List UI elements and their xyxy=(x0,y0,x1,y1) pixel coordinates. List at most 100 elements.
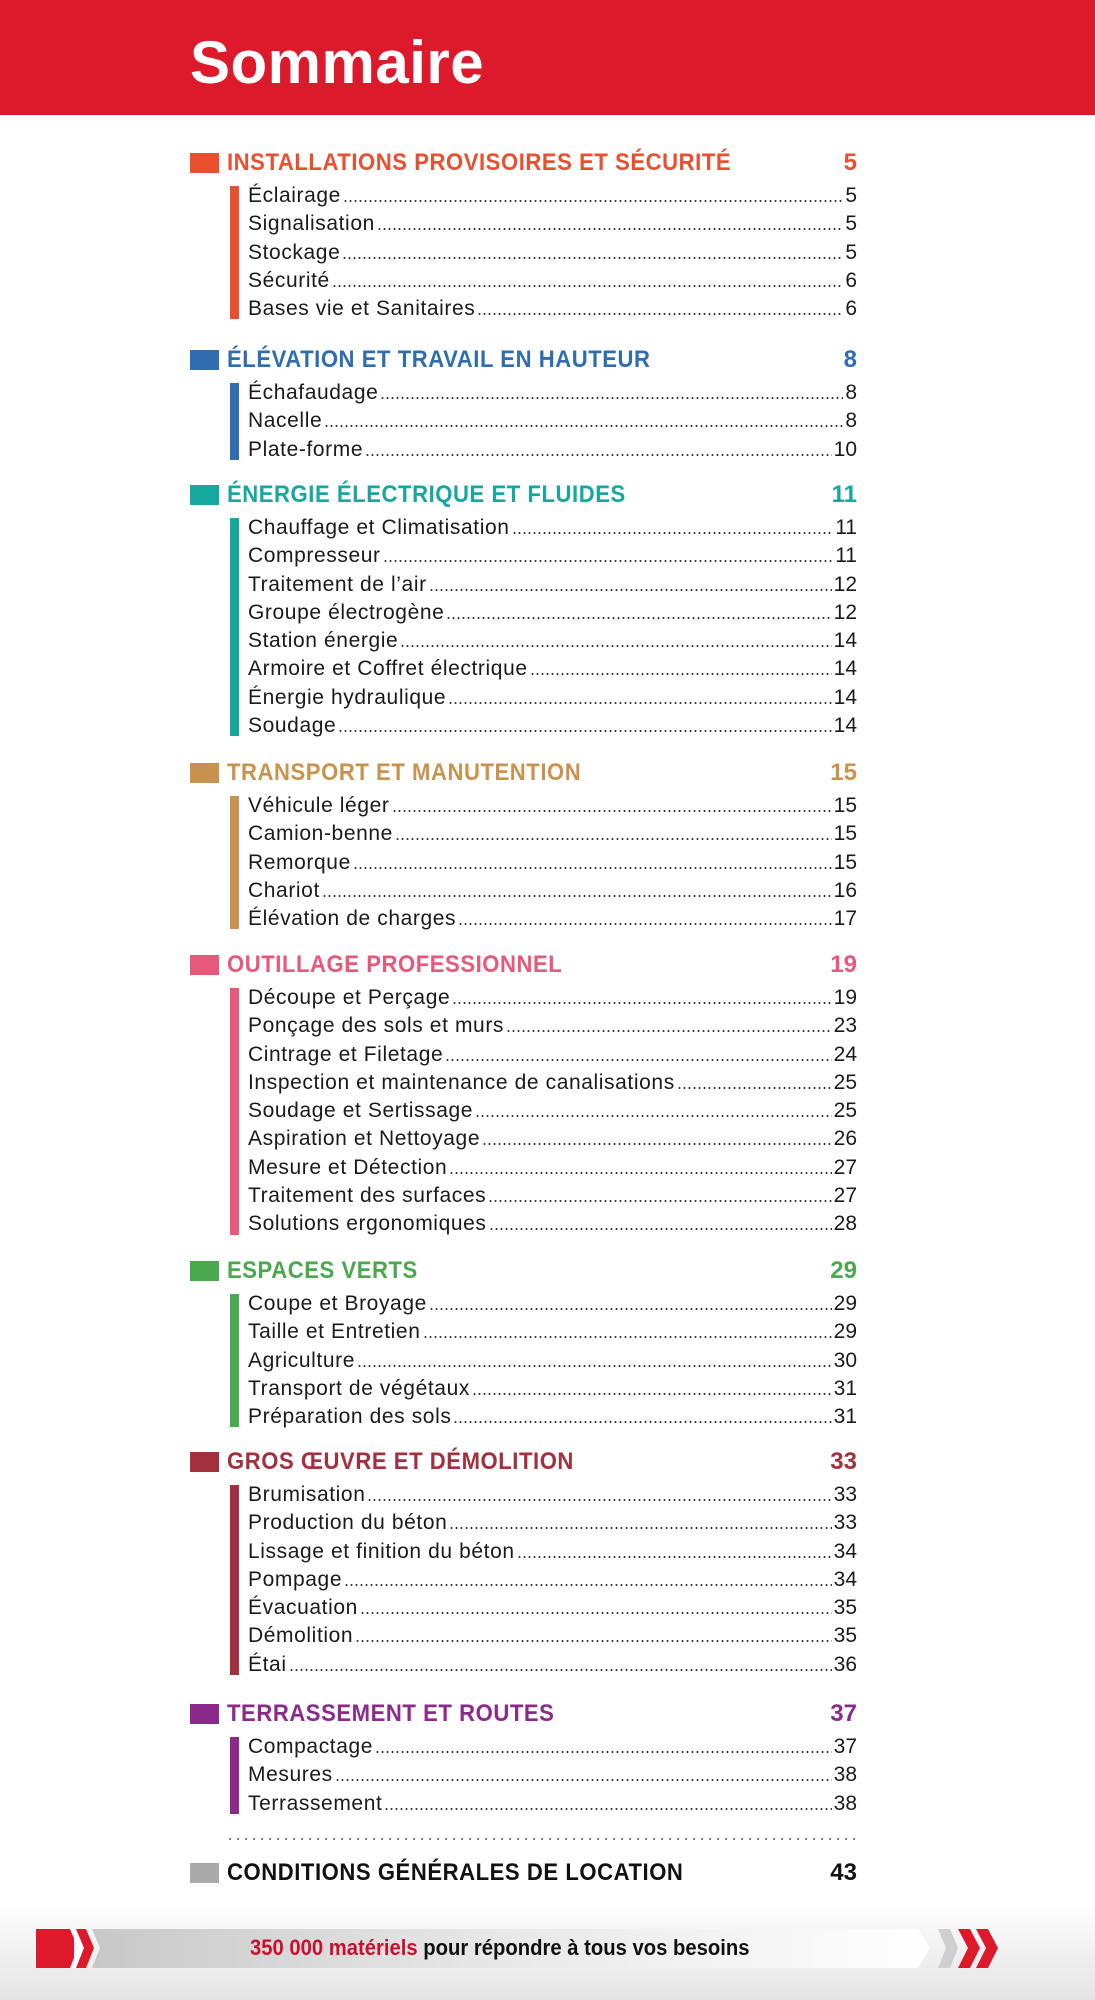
toc-entry[interactable]: Élévation de charges 17 xyxy=(248,905,857,933)
dot-leader xyxy=(344,1583,832,1586)
section-header[interactable]: CONDITIONS GÉNÉRALES DE LOCATION 43 xyxy=(190,1858,857,1888)
toc-entry[interactable]: Bases vie et Sanitaires 6 xyxy=(248,295,857,323)
toc-entry[interactable]: Compactage 37 xyxy=(248,1733,857,1761)
entry-label: Chauffage et Climatisation xyxy=(248,516,510,539)
toc-entry[interactable]: Mesures 38 xyxy=(248,1761,857,1789)
toc-entry[interactable]: Démolition 35 xyxy=(248,1622,857,1650)
entry-label: Agriculture xyxy=(248,1348,355,1372)
toc-entry[interactable]: Stockage 5 xyxy=(248,239,857,267)
entry-label: Taille et Entretien xyxy=(248,1320,421,1344)
toc-entry[interactable]: Station énergie 14 xyxy=(248,627,857,655)
toc-entry[interactable]: Chauffage et Climatisation 11 xyxy=(248,514,857,542)
entry-page: 35 xyxy=(833,1624,857,1648)
toc-entry[interactable]: Préparation des sols 31 xyxy=(248,1403,857,1431)
entry-page: 38 xyxy=(833,1791,857,1815)
toc-entry[interactable]: Sécurité 6 xyxy=(248,267,857,295)
toc-entry[interactable]: Aspiration et Nettoyage 26 xyxy=(248,1125,857,1153)
banner-bar xyxy=(92,1929,930,1968)
toc-entry[interactable]: Production du béton 33 xyxy=(248,1509,857,1537)
toc-entry[interactable]: Transport de végétaux 31 xyxy=(248,1375,857,1403)
slogan-text: pour répondre à tous vos besoins xyxy=(417,1935,750,1960)
entry-page: 37 xyxy=(833,1735,857,1758)
dot-leader xyxy=(477,313,844,316)
section-header[interactable]: ÉNERGIE ÉLECTRIQUE ET FLUIDES 11 xyxy=(190,480,857,510)
dot-leader xyxy=(380,397,844,399)
toc-entry[interactable]: Agriculture 30 xyxy=(248,1347,857,1375)
toc-entry[interactable]: Plate-forme 10 xyxy=(248,436,857,464)
dot-leader xyxy=(342,256,844,259)
toc-entry[interactable]: Lissage et finition du béton 34 xyxy=(248,1538,857,1566)
toc-entry[interactable]: Traitement des surfaces 27 xyxy=(248,1182,857,1210)
toc-entry[interactable]: Armoire et Coffret électrique 14 xyxy=(248,655,857,683)
section-color-bar xyxy=(230,1737,239,1814)
toc-entry[interactable]: Nacelle 8 xyxy=(248,407,857,435)
toc-entry[interactable]: Découpe et Perçage 19 xyxy=(248,984,857,1012)
section-color-bar xyxy=(230,1294,239,1428)
dot-leader xyxy=(384,1807,832,1810)
section-page: 37 xyxy=(830,1700,857,1727)
toc-entry[interactable]: Inspection et maintenance de canalisatio… xyxy=(248,1069,857,1097)
section-header[interactable]: INSTALLATIONS PROVISOIRES ET SÉCURITÉ 5 xyxy=(190,148,857,178)
slogan-highlight: 350 000 matériels xyxy=(250,1935,418,1960)
section-title: GROS ŒUVRE ET DÉMOLITION xyxy=(227,1448,574,1475)
dot-leader xyxy=(375,1751,832,1753)
dot-leader xyxy=(448,701,832,704)
toc-entry[interactable]: Remorque 15 xyxy=(248,849,857,877)
toc-section: INSTALLATIONS PROVISOIRES ET SÉCURITÉ 5 É… xyxy=(190,148,857,323)
toc-entry[interactable]: Coupe et Broyage 29 xyxy=(248,1290,857,1318)
section-header[interactable]: OUTILLAGE PROFESSIONNEL 19 xyxy=(190,950,857,980)
toc-entry[interactable]: Pompage 34 xyxy=(248,1566,857,1594)
toc-entry[interactable]: Échafaudage 8 xyxy=(248,379,857,407)
section-color-bar xyxy=(230,1485,239,1676)
section-color-square xyxy=(190,1863,219,1883)
dot-leader xyxy=(506,1030,832,1033)
toc-entry[interactable]: Signalisation 5 xyxy=(248,210,857,238)
toc-entry[interactable]: Ponçage des sols et murs 23 xyxy=(248,1012,857,1040)
toc-entry[interactable]: Cintrage et Filetage 24 xyxy=(248,1041,857,1069)
section-header[interactable]: TRANSPORT ET MANUTENTION 15 xyxy=(190,758,857,788)
entry-label: Évacuation xyxy=(248,1596,358,1620)
toc-entry[interactable]: Soudage et Sertissage 25 xyxy=(248,1097,857,1125)
entry-label: Compactage xyxy=(248,1735,374,1758)
dot-leader xyxy=(488,1200,832,1203)
section-header[interactable]: GROS ŒUVRE ET DÉMOLITION 33 xyxy=(190,1447,857,1477)
section-title: OUTILLAGE PROFESSIONNEL xyxy=(227,951,563,978)
entry-page: 10 xyxy=(833,437,857,461)
section-items: Éclairage 5 Signalisation 5 Stockage 5 Sécurit… xyxy=(190,182,857,323)
toc-entry[interactable]: Camion-benne 15 xyxy=(248,820,857,848)
toc-entry[interactable]: Taille et Entretien 29 xyxy=(248,1318,857,1346)
toc-entry[interactable]: Terrassement 38 xyxy=(248,1790,857,1818)
section-title: ESPACES VERTS xyxy=(227,1257,418,1284)
toc-entry[interactable]: Traitement de l’air 12 xyxy=(248,571,857,599)
entry-label: Compresseur xyxy=(248,544,381,568)
toc-entry[interactable]: Évacuation 35 xyxy=(248,1594,857,1622)
toc-entry[interactable]: Véhicule léger 15 xyxy=(248,792,857,820)
toc-entry[interactable]: Énergie hydraulique 14 xyxy=(248,684,857,712)
dot-leader xyxy=(338,730,832,733)
entry-page: 11 xyxy=(835,516,857,539)
section-color-square xyxy=(190,955,219,975)
section-header[interactable]: ESPACES VERTS 29 xyxy=(190,1256,857,1286)
section-page: 15 xyxy=(830,759,857,786)
toc-entry[interactable]: Chariot 16 xyxy=(248,877,857,905)
toc-entry[interactable]: Étai 36 xyxy=(248,1651,857,1679)
section-color-square xyxy=(190,485,219,505)
entry-label: Stockage xyxy=(248,240,341,264)
entry-label: Échafaudage xyxy=(248,381,379,404)
dot-leader xyxy=(400,645,832,648)
entry-page: 15 xyxy=(833,822,857,846)
dot-leader xyxy=(394,838,832,841)
section-header[interactable]: ÉLÉVATION ET TRAVAIL EN HAUTEUR 8 xyxy=(190,345,857,375)
toc-entry[interactable]: Brumisation 33 xyxy=(248,1481,857,1509)
entry-label: Pompage xyxy=(248,1567,343,1591)
toc-entry[interactable]: Compresseur 11 xyxy=(248,542,857,570)
section-color-square xyxy=(190,153,219,173)
section-header[interactable]: TERRASSEMENT ET ROUTES 37 xyxy=(190,1699,857,1729)
toc-entry[interactable]: Éclairage 5 xyxy=(248,182,857,210)
toc-entry[interactable]: Soudage 14 xyxy=(248,712,857,740)
entry-page: 34 xyxy=(833,1567,857,1591)
toc-entry[interactable]: Mesure et Détection 27 xyxy=(248,1154,857,1182)
toc-entry[interactable]: Groupe électrogène 12 xyxy=(248,599,857,627)
toc-entry[interactable]: Solutions ergonomiques 28 xyxy=(248,1210,857,1238)
entry-page: 38 xyxy=(833,1763,857,1787)
